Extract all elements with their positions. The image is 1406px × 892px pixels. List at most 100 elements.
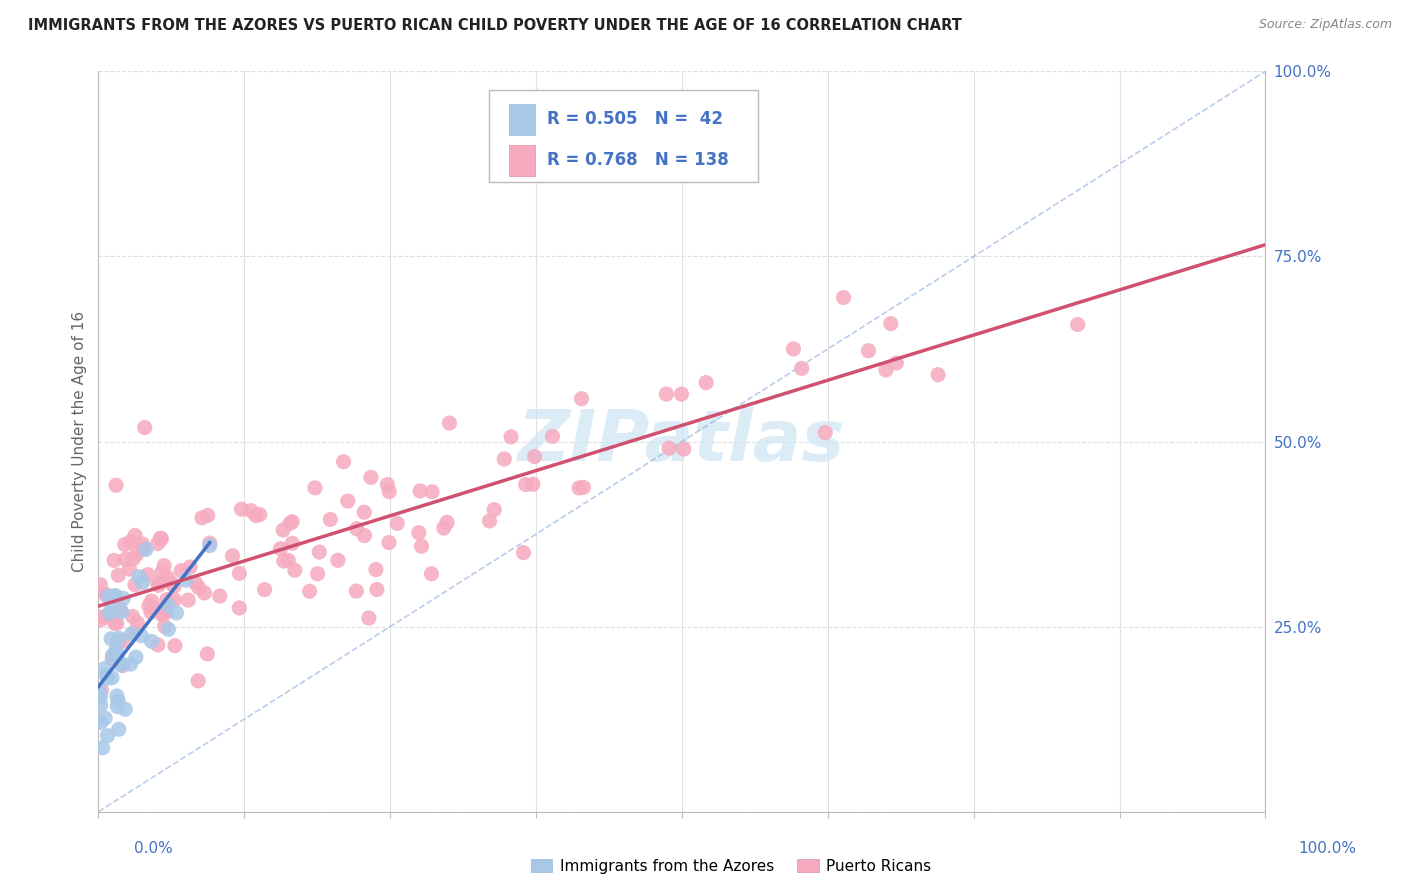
Point <box>145 601 167 615</box>
Point <box>94 711 117 725</box>
Point <box>94 588 117 602</box>
Point <box>278 516 301 531</box>
Point <box>411 539 433 553</box>
Point <box>98 607 121 621</box>
Point <box>658 441 681 455</box>
Point <box>494 451 516 466</box>
Point <box>336 494 359 508</box>
Point <box>120 534 142 549</box>
Point <box>782 342 804 356</box>
Point <box>307 566 329 581</box>
Point <box>790 361 813 376</box>
Point <box>149 531 172 545</box>
Point <box>193 586 215 600</box>
Point <box>87 610 110 624</box>
Point <box>107 723 129 737</box>
Point <box>97 671 120 685</box>
Text: 100.0%: 100.0% <box>1299 841 1357 856</box>
Point <box>90 715 112 730</box>
Point <box>195 647 218 661</box>
Point <box>281 536 304 550</box>
Point <box>136 567 159 582</box>
Point <box>105 699 128 714</box>
Point <box>420 566 443 581</box>
Point <box>131 575 153 590</box>
Point <box>139 605 162 619</box>
Point <box>114 537 136 551</box>
Point <box>128 570 150 584</box>
Point <box>125 547 148 561</box>
Point <box>138 599 160 613</box>
Point <box>377 477 399 491</box>
Point <box>672 442 695 456</box>
FancyBboxPatch shape <box>509 104 534 135</box>
Point <box>360 470 382 484</box>
Point <box>499 430 522 444</box>
Point <box>131 537 153 551</box>
Point <box>153 558 176 573</box>
Text: 0.0%: 0.0% <box>134 841 173 856</box>
Point <box>150 566 173 580</box>
Point <box>105 616 128 631</box>
Point <box>156 570 179 584</box>
Point <box>156 592 179 607</box>
Point <box>105 689 128 703</box>
Point <box>100 632 122 646</box>
Point <box>655 387 678 401</box>
Text: R = 0.505   N =  42: R = 0.505 N = 42 <box>547 111 723 128</box>
Point <box>94 661 117 675</box>
Point <box>148 576 170 591</box>
Point <box>163 579 186 593</box>
Point <box>89 682 111 697</box>
Point <box>135 542 157 557</box>
Point <box>97 589 120 603</box>
Point <box>90 613 112 627</box>
Point <box>155 605 177 619</box>
Point <box>231 502 253 516</box>
Point <box>121 627 143 641</box>
Point <box>108 656 131 670</box>
Text: R = 0.768   N = 138: R = 0.768 N = 138 <box>547 152 728 169</box>
Point <box>927 368 949 382</box>
Point <box>108 602 131 616</box>
Point <box>357 611 380 625</box>
Point <box>273 554 295 568</box>
Point <box>284 563 307 577</box>
Point <box>281 515 304 529</box>
Point <box>141 634 163 648</box>
Point <box>187 581 209 595</box>
Point <box>107 635 129 649</box>
Point <box>157 599 180 613</box>
Point <box>110 657 132 672</box>
Point <box>332 455 354 469</box>
Point <box>110 605 132 619</box>
Point <box>101 652 124 666</box>
Point <box>1066 318 1088 332</box>
Point <box>146 638 169 652</box>
Point <box>122 552 145 566</box>
Point <box>174 573 197 587</box>
Point <box>125 650 148 665</box>
Point <box>436 516 458 530</box>
Point <box>104 589 127 603</box>
Point <box>541 429 564 443</box>
Point <box>177 593 200 607</box>
Point <box>523 450 546 464</box>
Point <box>163 592 186 607</box>
Y-axis label: Child Poverty Under the Age of 16: Child Poverty Under the Age of 16 <box>72 311 87 572</box>
Point <box>269 541 291 556</box>
Point <box>107 568 129 582</box>
Point <box>191 511 214 525</box>
Point <box>880 317 903 331</box>
Point <box>89 690 111 704</box>
Point <box>121 609 143 624</box>
Point <box>124 528 146 542</box>
Point <box>228 566 250 581</box>
Point <box>245 508 267 523</box>
Point <box>420 484 443 499</box>
Point <box>129 629 152 643</box>
Point <box>146 536 169 550</box>
Point <box>127 615 149 630</box>
Point <box>409 483 432 498</box>
Point <box>484 502 506 516</box>
